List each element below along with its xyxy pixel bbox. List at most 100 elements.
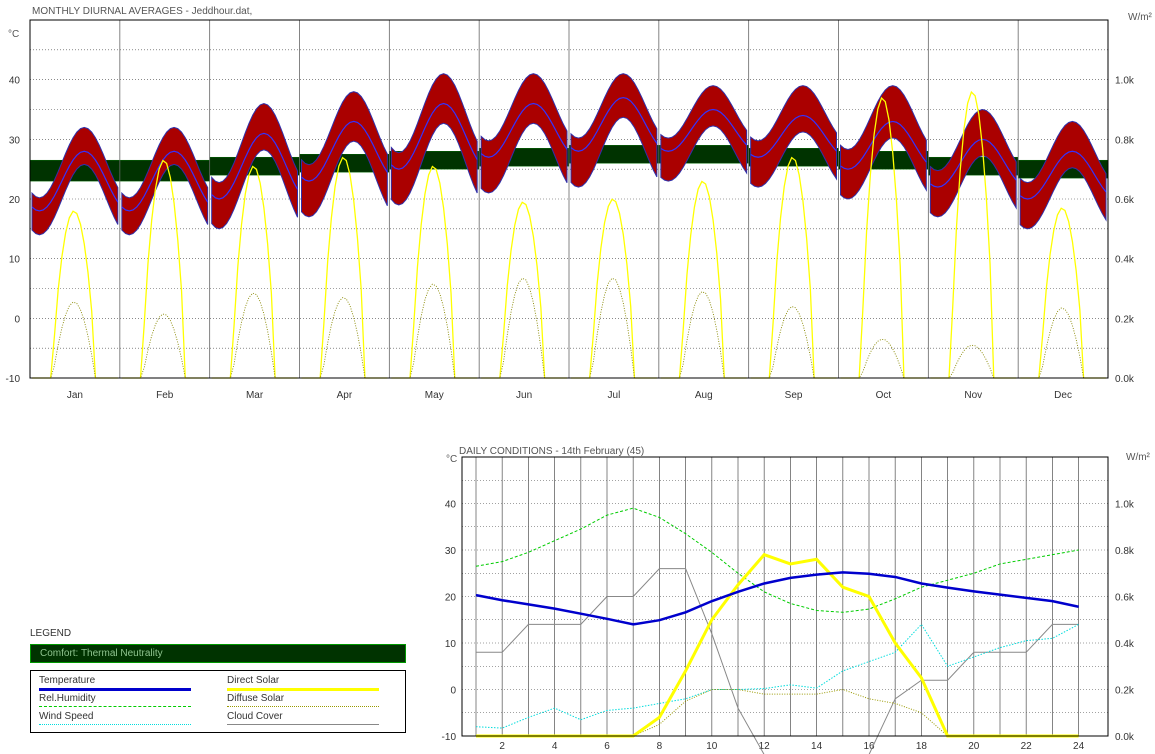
chart2-y-unit-right: W/m²: [1126, 452, 1151, 463]
chart1-diffuse-solar-line: [121, 313, 208, 379]
chart1-ytick-left: 0: [14, 314, 20, 325]
chart2-xtick-hour: 12: [759, 741, 771, 752]
chart2-ytick-right: 0.0k: [1115, 732, 1135, 743]
chart1-xtick-month: Apr: [337, 390, 353, 401]
chart2-xtick-hour: 4: [552, 741, 558, 752]
chart2-y-unit-left: °C: [446, 454, 457, 465]
legend-line-diffuse-solar: [227, 706, 379, 707]
chart1-direct-solar-line: [32, 210, 118, 379]
chart1-temp-mean-line: [390, 102, 478, 170]
chart2-ytick-right: 0.4k: [1115, 639, 1135, 650]
legend-item-cloud-cover: Cloud Cover: [227, 711, 382, 725]
chart1-temp-range-band: [660, 85, 748, 182]
chart2-ytick-right: 1.0k: [1115, 500, 1135, 511]
chart1-diffuse-solar-line: [211, 292, 298, 379]
chart1-temp-mean-line: [750, 114, 837, 158]
chart1-temp-mean-line: [211, 132, 299, 200]
legend-label-diffuse-solar: Diffuse Solar: [227, 693, 285, 704]
chart1-frame: [29, 19, 1109, 379]
chart1-diffuse-solar-line: [32, 301, 118, 379]
chart2-xtick-hour: 2: [499, 741, 505, 752]
chart1-direct-solar-line: [660, 180, 747, 379]
chart2-ytick-right: 0.6k: [1115, 593, 1135, 604]
chart1-temp-mean-line: [660, 108, 748, 152]
chart1-xtick-month: Sep: [785, 390, 803, 401]
chart2-ytick-left: 20: [445, 593, 457, 604]
chart1-direct-solar-line: [571, 198, 657, 379]
chart1-xtick-month: Jul: [608, 390, 621, 401]
chart2-ytick-left: 0: [450, 686, 456, 697]
chart1-direct-solar-line: [1020, 207, 1106, 379]
chart2-ytick-right: 0.2k: [1115, 686, 1135, 697]
legend-label-temperature: Temperature: [39, 675, 96, 686]
legend-box: Temperature Direct Solar Rel.Humidity Di…: [30, 670, 406, 733]
chart2-xtick-hour: 16: [863, 741, 875, 752]
chart1-ytick-left: 30: [9, 135, 21, 146]
chart2-xtick-hour: 24: [1073, 741, 1085, 752]
chart2-rel-humidity-line: [475, 507, 1079, 613]
chart1-temp-range-band: [750, 85, 837, 188]
chart1-temp-range-band: [840, 85, 927, 200]
chart1-xtick-month: Mar: [246, 390, 264, 401]
chart1-ytick-right: 0.6k: [1115, 195, 1135, 206]
chart1-temp-range-band: [929, 108, 1017, 218]
chart1-diffuse-solar-line: [391, 283, 478, 379]
chart2-ytick-right: 0.8k: [1115, 546, 1135, 557]
chart1-temp-mean-line: [1019, 150, 1107, 200]
chart1-xtick-month: Oct: [876, 390, 892, 401]
chart2-title: DAILY CONDITIONS - 14th February (45): [459, 446, 644, 457]
legend-item-temperature: Temperature: [39, 675, 194, 691]
chart1-temp-mean-line: [840, 120, 927, 170]
chart1-ytick-right: 0.0k: [1115, 374, 1135, 385]
legend-comfort-swatch: Comfort: Thermal Neutrality: [30, 644, 406, 663]
chart2-ytick-left: -10: [442, 732, 457, 743]
chart1-ytick-right: 0.4k: [1115, 255, 1135, 266]
chart1-diffuse-solar-line: [660, 291, 747, 379]
chart2-xtick-hour: 8: [657, 741, 663, 752]
chart1-xtick-month: Nov: [964, 390, 982, 401]
legend-comfort-label: Comfort: Thermal Neutrality: [40, 648, 163, 659]
legend-label-cloud-cover: Cloud Cover: [227, 711, 283, 722]
chart2-cloud-cover-line: [476, 568, 1079, 754]
chart1-temp-range-band: [480, 73, 568, 194]
chart1-temp-mean-line: [570, 96, 658, 152]
legend-title: LEGEND: [30, 628, 72, 639]
chart1-diffuse-solar-line: [481, 277, 567, 379]
chart1-xtick-month: Jan: [67, 390, 83, 401]
chart1-temp-mean-line: [301, 120, 388, 182]
chart1-direct-solar-line: [750, 156, 837, 379]
chart2-xtick-hour: 6: [604, 741, 610, 752]
legend-item-wind-speed: Wind Speed: [39, 711, 194, 725]
chart2-ytick-left: 10: [445, 639, 457, 650]
chart1-temp-range-band: [121, 126, 209, 236]
chart1-ytick-left: -10: [6, 374, 21, 385]
chart2-xtick-hour: 14: [811, 741, 823, 752]
chart2-xtick-hour: 10: [706, 741, 718, 752]
chart1-temp-mean-line: [31, 150, 119, 212]
chart1-ytick-left: 40: [9, 76, 21, 87]
chart1-temp-range-band: [390, 73, 478, 206]
chart1-diffuse-solar-line: [571, 277, 657, 379]
chart1-diffuse-solar-line: [930, 344, 1017, 379]
chart2-xtick-hour: 18: [916, 741, 928, 752]
chart1-temp-mean-line: [930, 138, 1017, 188]
chart2-wind-speed-line: [475, 623, 1079, 729]
chart2-ytick-left: 40: [445, 500, 457, 511]
legend-item-diffuse-solar: Diffuse Solar: [227, 693, 382, 707]
legend-line-rel-humidity: [39, 706, 191, 707]
chart1-temp-range-band: [570, 73, 658, 188]
chart1-xtick-month: May: [425, 390, 444, 401]
legend-label-direct-solar: Direct Solar: [227, 675, 280, 686]
chart1-temp-range-band: [211, 103, 298, 230]
chart1-ytick-right: 1.0k: [1115, 76, 1135, 87]
chart1-diffuse-solar-line: [301, 297, 388, 379]
legend-label-rel-humidity: Rel.Humidity: [39, 693, 96, 704]
chart1-temp-mean-line: [480, 102, 568, 158]
chart1-y-unit-left: °C: [8, 29, 19, 40]
chart2-xtick-hour: 20: [968, 741, 980, 752]
chart1-ytick-right: 0.2k: [1115, 314, 1135, 325]
chart1-xtick-month: Aug: [695, 390, 713, 401]
legend-line-temperature: [39, 688, 191, 691]
chart1-temp-range-band: [301, 91, 388, 218]
